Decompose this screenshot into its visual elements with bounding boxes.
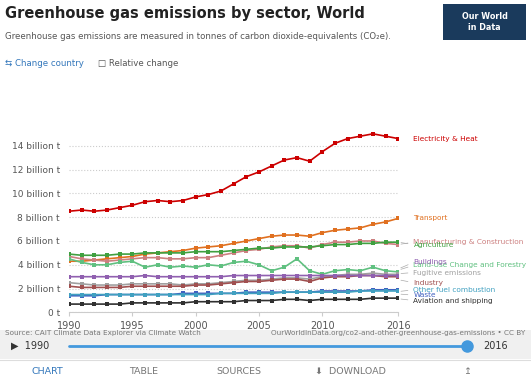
Text: Source: CAIT Climate Data Explorer via Climate Watch: Source: CAIT Climate Data Explorer via C… bbox=[5, 330, 201, 336]
Text: Aviation and shipping: Aviation and shipping bbox=[401, 298, 493, 304]
Text: Buildings: Buildings bbox=[401, 259, 447, 268]
Text: Other fuel combustion: Other fuel combustion bbox=[401, 287, 496, 293]
Text: Our World
in Data: Our World in Data bbox=[461, 12, 508, 32]
Text: Electricity & Heat: Electricity & Heat bbox=[414, 136, 478, 142]
Text: Transport: Transport bbox=[414, 215, 448, 221]
Text: Manufacturing & Construction: Manufacturing & Construction bbox=[401, 239, 524, 245]
Text: SOURCES: SOURCES bbox=[217, 367, 261, 376]
Text: CHART: CHART bbox=[32, 367, 64, 376]
Text: Waste: Waste bbox=[401, 292, 436, 298]
Text: ⇆ Change country: ⇆ Change country bbox=[5, 59, 84, 68]
Text: ↥: ↥ bbox=[463, 367, 472, 376]
Text: ⬇  DOWNLOAD: ⬇ DOWNLOAD bbox=[315, 367, 386, 376]
Text: Greenhouse gas emissions by sector, World: Greenhouse gas emissions by sector, Worl… bbox=[5, 6, 365, 21]
Text: ▶  1990: ▶ 1990 bbox=[11, 341, 49, 351]
Text: Industry: Industry bbox=[401, 280, 443, 286]
Text: Fugitive emissions: Fugitive emissions bbox=[401, 269, 481, 275]
Text: TABLE: TABLE bbox=[129, 367, 158, 376]
Text: Land-Use Change and Forestry: Land-Use Change and Forestry bbox=[401, 263, 527, 269]
Text: □ Relative change: □ Relative change bbox=[98, 59, 178, 68]
Text: OurWorldInData.org/co2-and-other-greenhouse-gas-emissions • CC BY: OurWorldInData.org/co2-and-other-greenho… bbox=[271, 330, 526, 336]
Text: Agriculture: Agriculture bbox=[401, 242, 454, 248]
Text: Greenhouse gas emissions are measured in tonnes of carbon dioxide-equivalents (C: Greenhouse gas emissions are measured in… bbox=[5, 32, 391, 42]
Text: 2016: 2016 bbox=[483, 341, 508, 351]
